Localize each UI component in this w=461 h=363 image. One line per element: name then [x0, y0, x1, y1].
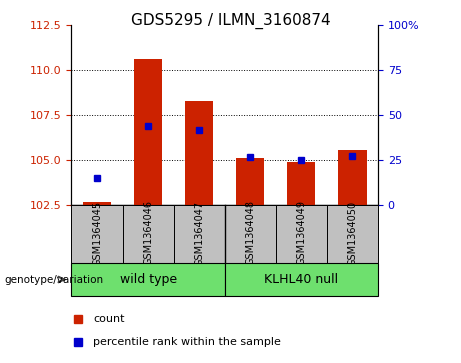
Bar: [83, 203, 111, 205]
Bar: [276, 205, 327, 263]
Text: GSM1364049: GSM1364049: [296, 200, 307, 265]
Text: percentile rank within the sample: percentile rank within the sample: [93, 337, 281, 347]
Bar: [134, 59, 162, 205]
Bar: [225, 263, 378, 296]
Bar: [327, 205, 378, 263]
Bar: [236, 158, 264, 205]
Text: GDS5295 / ILMN_3160874: GDS5295 / ILMN_3160874: [130, 13, 331, 29]
Text: GSM1364045: GSM1364045: [92, 200, 102, 266]
Text: genotype/variation: genotype/variation: [5, 274, 104, 285]
Text: GSM1364048: GSM1364048: [245, 200, 255, 265]
Text: GSM1364047: GSM1364047: [194, 200, 204, 266]
Bar: [174, 205, 225, 263]
Bar: [71, 263, 225, 296]
Text: GSM1364046: GSM1364046: [143, 200, 153, 265]
Text: KLHL40 null: KLHL40 null: [264, 273, 338, 286]
Bar: [71, 205, 123, 263]
Bar: [338, 150, 366, 205]
Text: wild type: wild type: [119, 273, 177, 286]
Bar: [123, 205, 174, 263]
Text: count: count: [93, 314, 124, 323]
Bar: [287, 162, 315, 205]
Bar: [225, 205, 276, 263]
Bar: [185, 101, 213, 205]
Text: GSM1364050: GSM1364050: [348, 200, 357, 266]
